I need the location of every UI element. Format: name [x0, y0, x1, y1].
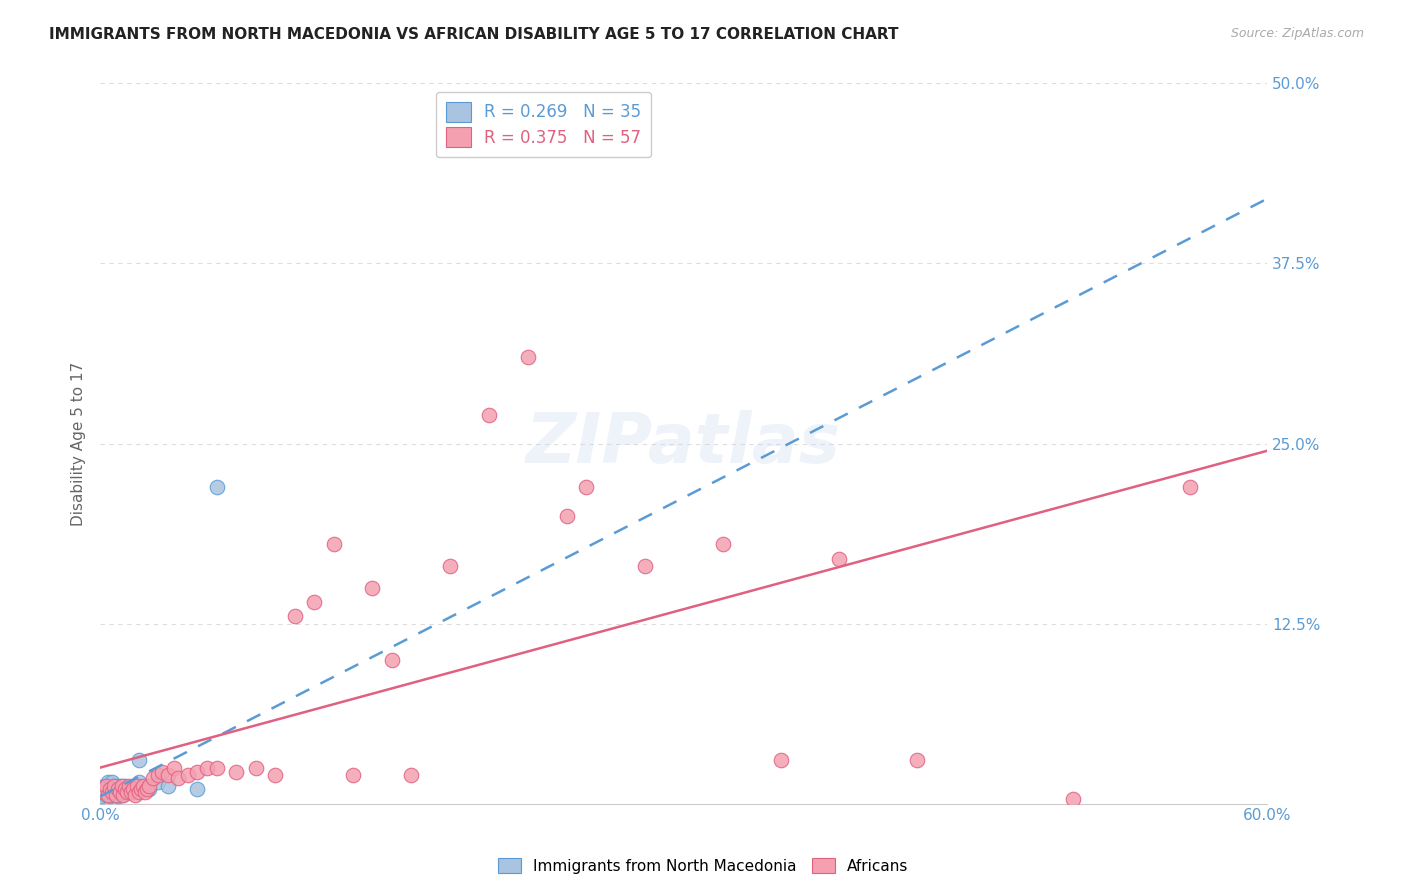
Point [322, 537, 344, 551]
Point [91, 782, 114, 797]
Point [205, 761, 228, 775]
Point [112, 788, 135, 802]
Point [114, 782, 136, 797]
Point [124, 780, 146, 794]
Point [342, 768, 364, 782]
Point [150, 764, 173, 779]
Point [107, 782, 129, 797]
Point [769, 753, 792, 767]
Point [94, 788, 117, 802]
Point [186, 782, 208, 797]
Point [157, 768, 180, 782]
Point [245, 761, 267, 775]
Text: ZIPatlas: ZIPatlas [526, 410, 841, 477]
Point [120, 785, 142, 799]
Point [132, 780, 155, 794]
Point [225, 764, 247, 779]
Point [163, 761, 186, 775]
Point [302, 595, 325, 609]
Point [1178, 480, 1201, 494]
Point [186, 764, 208, 779]
Point [112, 785, 135, 799]
Point [108, 785, 131, 799]
Point [97, 775, 120, 789]
Point [103, 782, 125, 797]
Point [439, 558, 461, 573]
Point [118, 785, 141, 799]
Point [381, 652, 404, 666]
Point [905, 753, 928, 767]
Point [107, 782, 129, 797]
Point [103, 780, 125, 794]
Point [142, 771, 165, 785]
Legend: Immigrants from North Macedonia, Africans: Immigrants from North Macedonia, African… [492, 852, 914, 880]
Point [97, 788, 120, 802]
Point [93, 785, 115, 799]
Point [828, 551, 851, 566]
Point [101, 785, 124, 799]
Point [132, 782, 155, 797]
Point [101, 775, 124, 789]
Point [711, 537, 734, 551]
Legend: R = 0.269   N = 35, R = 0.375   N = 57: R = 0.269 N = 35, R = 0.375 N = 57 [436, 92, 651, 158]
Point [114, 780, 136, 794]
Point [117, 785, 139, 799]
Point [575, 480, 598, 494]
Point [107, 789, 129, 804]
Point [108, 780, 131, 794]
Point [135, 782, 157, 797]
Point [120, 782, 142, 797]
Text: Source: ZipAtlas.com: Source: ZipAtlas.com [1230, 27, 1364, 40]
Y-axis label: Disability Age 5 to 17: Disability Age 5 to 17 [72, 361, 86, 525]
Text: IMMIGRANTS FROM NORTH MACEDONIA VS AFRICAN DISABILITY AGE 5 TO 17 CORRELATION CH: IMMIGRANTS FROM NORTH MACEDONIA VS AFRIC… [49, 27, 898, 42]
Point [138, 780, 160, 794]
Point [138, 782, 160, 797]
Point [205, 480, 228, 494]
Point [128, 753, 150, 767]
Point [124, 788, 146, 802]
Point [555, 508, 578, 523]
Point [94, 780, 117, 794]
Point [122, 782, 145, 797]
Point [93, 785, 115, 799]
Point [117, 782, 139, 797]
Point [517, 350, 540, 364]
Point [148, 775, 170, 789]
Point [98, 782, 121, 797]
Point [128, 775, 150, 789]
Point [98, 780, 121, 794]
Point [110, 780, 132, 794]
Point [104, 785, 127, 799]
Point [176, 768, 198, 782]
Point [110, 782, 132, 797]
Point [104, 788, 127, 802]
Point [93, 780, 115, 794]
Point [167, 771, 190, 785]
Point [118, 780, 141, 794]
Point [127, 780, 149, 794]
Point [110, 788, 132, 802]
Point [401, 768, 423, 782]
Point [129, 782, 152, 797]
Point [134, 785, 156, 799]
Point [94, 782, 117, 797]
Point [128, 785, 150, 799]
Point [361, 581, 384, 595]
Point [195, 761, 218, 775]
Point [284, 609, 307, 624]
Point [98, 789, 121, 804]
Point [108, 785, 131, 799]
Point [101, 785, 124, 799]
Point [103, 788, 125, 802]
Point [104, 780, 127, 794]
Point [157, 780, 180, 794]
Point [1062, 792, 1084, 806]
Point [264, 768, 287, 782]
Point [478, 408, 501, 422]
Point [97, 785, 120, 799]
Point [91, 789, 114, 804]
Point [148, 768, 170, 782]
Point [634, 558, 657, 573]
